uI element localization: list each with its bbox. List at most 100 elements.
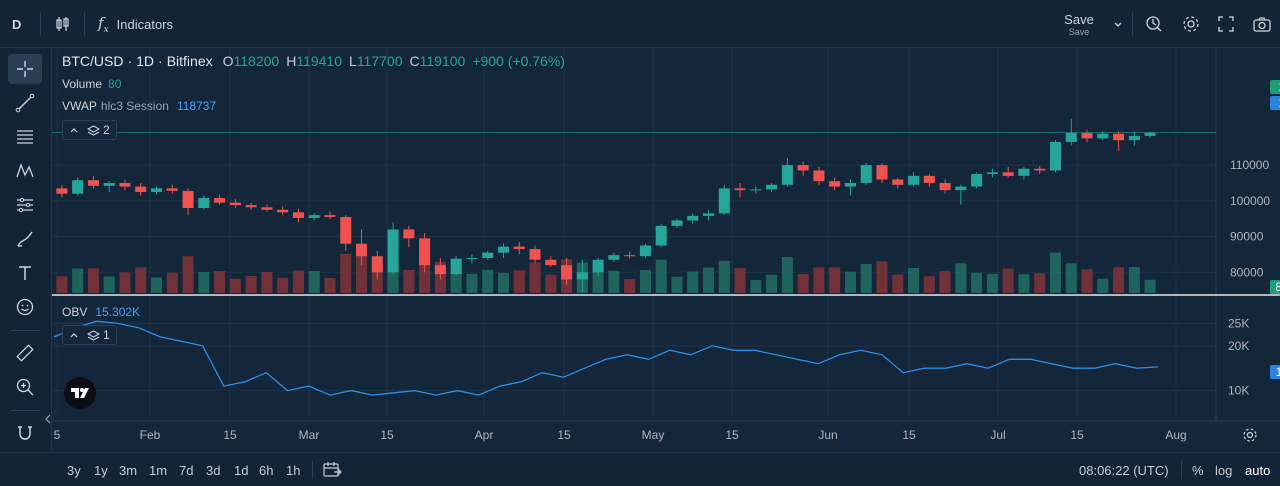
obv-legend[interactable]: OBV 15.302K [62, 305, 140, 319]
chart-canvas[interactable]: 110000 100000 90000 80000 25K 20K 10K 5 Feb 15 Mar… [52, 48, 1280, 454]
indicators-button[interactable]: fx Indicators [98, 0, 173, 48]
range-button-1h[interactable]: 1h [286, 462, 301, 478]
toolbar-divider [1181, 461, 1182, 479]
chart-area[interactable]: 110000 100000 90000 80000 25K 20K 10K 5 Feb 15 Mar… [45, 48, 1280, 454]
tradingview-logo[interactable] [64, 377, 96, 409]
candle-body [797, 165, 809, 171]
candle-body [844, 183, 856, 187]
volume-bar [1097, 278, 1109, 293]
candle-body [229, 202, 241, 206]
volume-bar [766, 274, 778, 293]
volume-bar [403, 270, 415, 293]
scroll-left-button[interactable] [44, 412, 56, 426]
crosshair-tool[interactable] [8, 54, 42, 84]
candle-body [371, 256, 383, 273]
vwap-value: 118737 [176, 99, 217, 113]
candle-body [103, 183, 115, 186]
range-button-3y[interactable]: 3y [67, 462, 81, 478]
symbol-legend: BTC/USD · 1D · Bitfinex O 118200 H 119410 … [62, 53, 565, 69]
candle-body [1018, 168, 1030, 176]
goto-date-button[interactable] [322, 453, 342, 486]
save-menu-button[interactable] [1112, 0, 1124, 48]
volume-bar [482, 269, 494, 293]
percent-scale-toggle[interactable]: % [1192, 462, 1204, 478]
volume-bar [750, 280, 762, 293]
volume-bar [529, 262, 541, 293]
trend-line-tool[interactable] [8, 88, 42, 118]
time-axis-label: 15 [223, 428, 237, 442]
clock-display[interactable]: 08:06:22 (UTC) [1079, 462, 1169, 478]
volume-legend[interactable]: Volume 80 [62, 77, 121, 91]
candle-body [182, 190, 194, 208]
candle-body [119, 183, 131, 187]
volume-bar [214, 271, 226, 293]
candle-body [497, 246, 510, 253]
candle-body [135, 186, 147, 192]
axis-settings-button[interactable] [1238, 426, 1262, 444]
candle-body [939, 183, 951, 191]
magnet-tool[interactable] [8, 418, 42, 448]
close-label: C [409, 53, 420, 69]
vwap-legend[interactable]: VWAP hlc3 Session 118737 [62, 99, 216, 113]
fib-retracement-icon [17, 130, 33, 144]
volume-bar [592, 268, 604, 293]
range-button-1m[interactable]: 1m [149, 462, 168, 478]
low-value: 117700 [356, 53, 403, 69]
volume-bar [718, 260, 730, 293]
candle-body [450, 258, 462, 275]
save-button[interactable]: Save Save [1060, 0, 1098, 48]
fullscreen-button[interactable] [1218, 0, 1234, 48]
volume-bar [87, 268, 99, 293]
gear-icon [1183, 16, 1199, 32]
obv-count: 1 [103, 328, 110, 342]
candle-body [813, 170, 825, 182]
range-button-1y[interactable]: 1y [94, 462, 108, 478]
range-button-3d[interactable]: 3d [206, 462, 221, 478]
volume-price-label: 80 [1270, 280, 1280, 294]
candle-body [955, 186, 967, 191]
chevron-left-icon [45, 414, 51, 424]
measure-tool[interactable] [8, 338, 42, 368]
fib-tool[interactable] [8, 122, 42, 152]
range-button-6h[interactable]: 6h [259, 462, 274, 478]
time-axis-label: 5 [54, 428, 61, 442]
alert-button[interactable] [1145, 0, 1163, 48]
candle-body [277, 209, 289, 213]
auto-scale-toggle[interactable]: auto [1245, 462, 1271, 478]
settings-button[interactable] [1182, 0, 1200, 48]
interval-button[interactable]: D [12, 0, 21, 48]
obv-label: OBV [62, 305, 88, 319]
range-button-3m[interactable]: 3m [119, 462, 138, 478]
range-button-1d[interactable]: 1d [234, 462, 249, 478]
volume-bar [923, 276, 935, 293]
prediction-tool[interactable] [8, 190, 42, 220]
chart-type-button[interactable] [54, 0, 72, 48]
volume-bar [1081, 269, 1093, 293]
camera-icon [1253, 17, 1271, 32]
pattern-tool[interactable] [8, 156, 42, 186]
volume-bar [1113, 267, 1125, 293]
candle-body [608, 255, 620, 260]
candle-body [639, 245, 651, 257]
volume-bar [545, 274, 557, 293]
indicators-collapse-button[interactable]: 2 [62, 120, 117, 140]
log-scale-toggle[interactable]: log [1215, 462, 1233, 478]
brush-tool[interactable] [8, 224, 42, 254]
volume-bar [829, 267, 841, 293]
range-button-7d[interactable]: 7d [179, 462, 194, 478]
volume-bar [1065, 263, 1077, 293]
obv-tick-label: 25K [1228, 316, 1249, 330]
bottom-toolbar: 3y 1y 3m 1m 7d 3d 1d 6h 1h 08:06:22 (UTC) % log … [0, 452, 1280, 486]
text-tool[interactable] [8, 258, 42, 288]
vwap-params: hlc3 Session [100, 99, 169, 113]
obv-collapse-button[interactable]: 1 [62, 325, 117, 345]
zoom-tool[interactable] [8, 372, 42, 402]
emoji-tool[interactable] [8, 292, 42, 322]
toolbar-divider [312, 461, 313, 479]
candle-body [545, 259, 557, 266]
volume-bar [734, 268, 746, 293]
time-axis-label: 15 [1070, 428, 1084, 442]
volume-bar [450, 270, 462, 293]
snapshot-button[interactable] [1253, 0, 1271, 48]
symbol-name[interactable]: BTC/USD [62, 53, 124, 69]
